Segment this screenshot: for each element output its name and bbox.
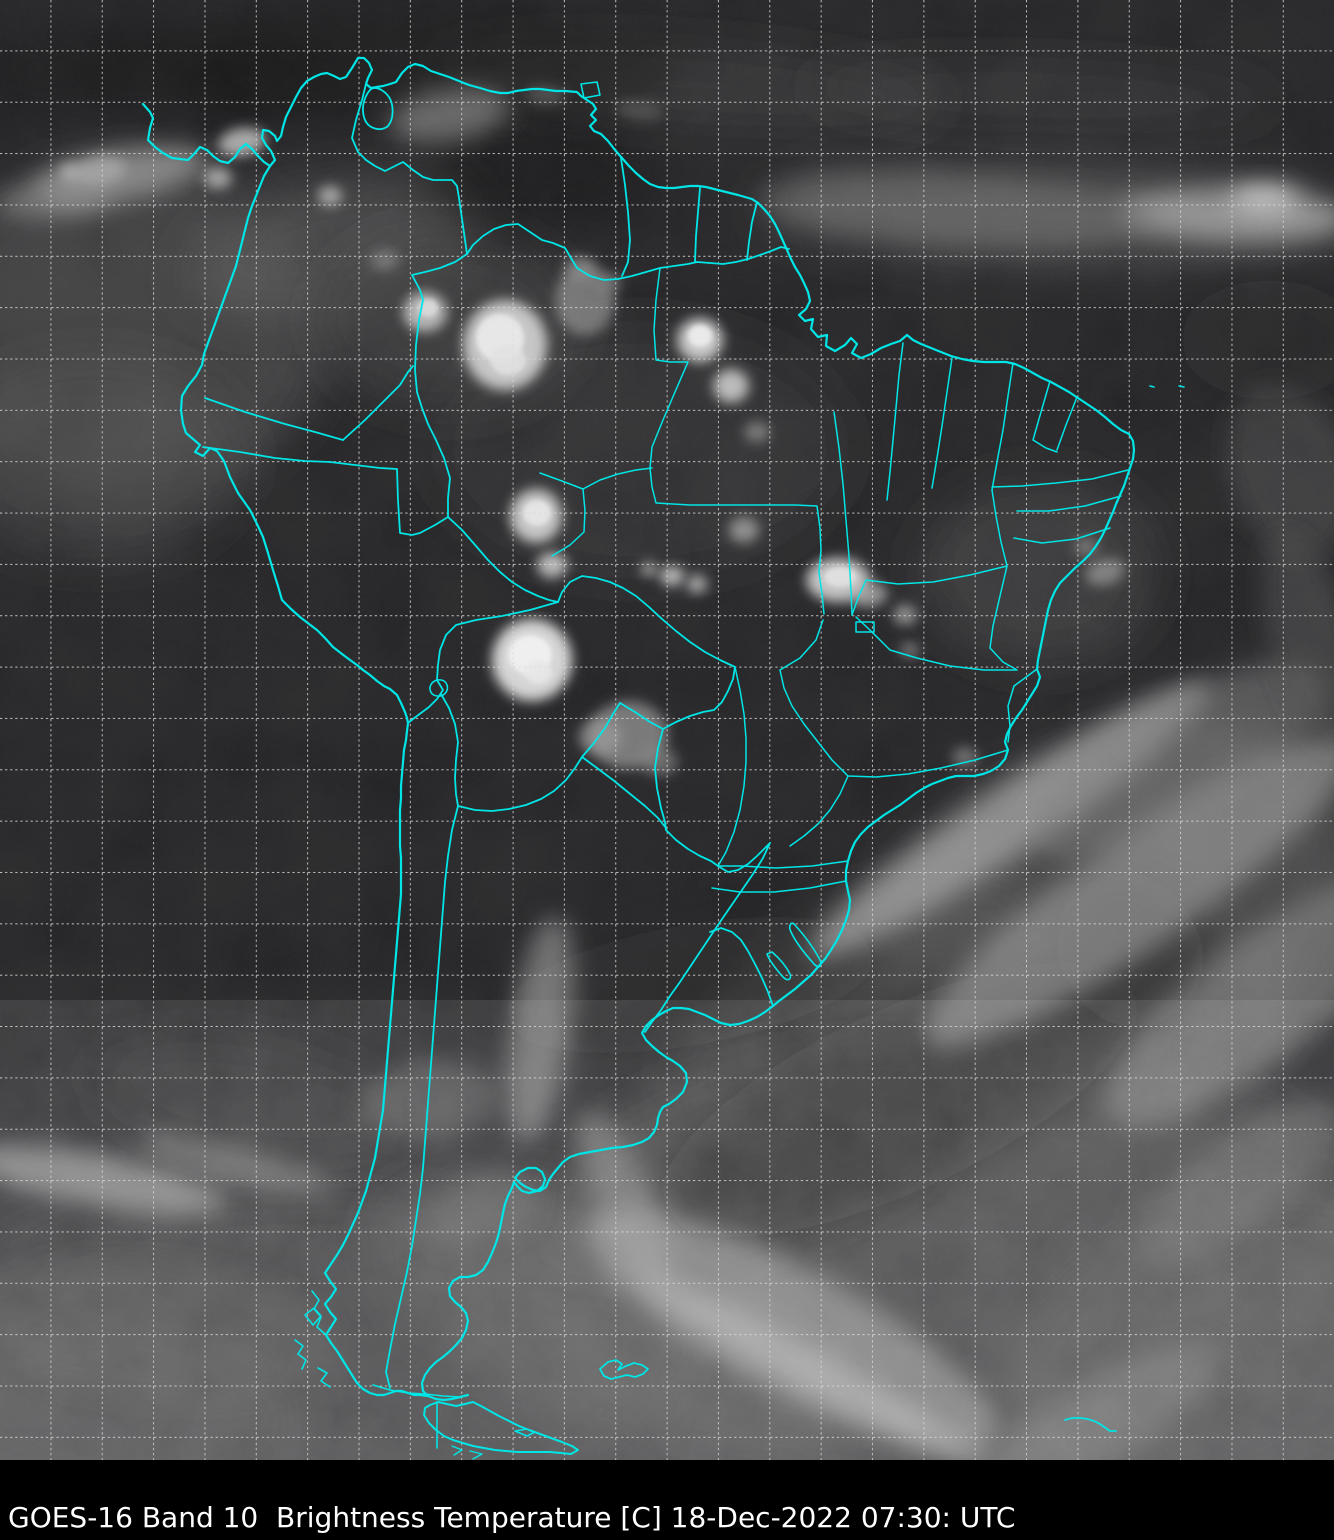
brazil-state-ne-web bbox=[991, 469, 1129, 544]
lake-titicaca bbox=[429, 679, 449, 697]
south-georgia bbox=[1064, 1417, 1117, 1432]
lagoa-mirim bbox=[766, 951, 792, 981]
brazil-state-acre bbox=[539, 472, 586, 557]
brazil-state-piaui-ceara bbox=[991, 362, 1014, 491]
border-brazil-uruguay bbox=[709, 927, 774, 1007]
lake-maracaibo bbox=[362, 87, 394, 131]
border-colombia-putumayo bbox=[342, 365, 414, 441]
brazil-state-para-amazonas bbox=[649, 267, 825, 615]
border-uruguay-river bbox=[644, 936, 711, 1033]
border-peru-bolivia bbox=[407, 601, 559, 724]
brazil-state-rondonia bbox=[582, 467, 653, 490]
lagoa-dos-patos bbox=[788, 922, 822, 968]
border-suriname-frguiana bbox=[746, 201, 758, 261]
border-argentina-paraguay-south bbox=[665, 829, 719, 867]
latlon-grid bbox=[0, 0, 1334, 1460]
border-bolivia-argentina bbox=[457, 756, 583, 812]
border-chile-argentina bbox=[385, 805, 459, 1389]
brazil-state-tocantins-west bbox=[833, 411, 853, 616]
caption-text: GOES-16 Band 10 Brightness Temperature [… bbox=[8, 1501, 1016, 1535]
border-venezuela-guyana bbox=[620, 157, 631, 277]
border-colombia-peru bbox=[329, 461, 449, 536]
border-ecuador-peru bbox=[202, 446, 331, 463]
border-paraguay-brazil-east bbox=[662, 666, 736, 730]
border-guyana-suriname bbox=[694, 187, 701, 263]
fernando-noronha-islets bbox=[1149, 385, 1185, 388]
tierra-del-fuego bbox=[423, 1401, 579, 1455]
brazil-state-sc-rs bbox=[711, 860, 849, 893]
brazil-state-bahia-minas bbox=[855, 565, 1018, 671]
caption-bar: GOES-16 Band 10 Brightness Temperature [… bbox=[0, 1460, 1334, 1540]
brazil-state-minas-sp bbox=[779, 619, 1009, 778]
falkland-islands bbox=[599, 1359, 649, 1380]
border-colombia-venezuela bbox=[351, 83, 468, 255]
border-colombia-brazil bbox=[411, 253, 468, 518]
border-colombia-ecuador bbox=[204, 397, 344, 441]
brazil-distrito-federal bbox=[855, 621, 875, 633]
border-bolivia-brazil bbox=[557, 575, 736, 668]
border-brazil-guianas bbox=[576, 246, 790, 281]
cape-horn-islets bbox=[451, 1445, 483, 1460]
border-argentina-brazil bbox=[709, 842, 771, 938]
trinidad-island bbox=[580, 81, 601, 99]
brazil-state-maranhao-piaui bbox=[931, 357, 953, 489]
brazil-state-bahia-north bbox=[851, 489, 1008, 616]
border-venezuela-brazil bbox=[466, 223, 578, 269]
chile-fjord-islands bbox=[294, 1290, 331, 1388]
brazil-state-maranhao-west bbox=[886, 342, 904, 501]
brazil-state-es-rj bbox=[1007, 668, 1038, 743]
strait-of-magellan bbox=[372, 1384, 469, 1398]
country-borders-layer bbox=[141, 56, 1185, 1460]
coastline-pacific bbox=[179, 164, 430, 1398]
border-pilcomayo bbox=[581, 756, 667, 829]
border-peru-brazil bbox=[447, 516, 559, 603]
satellite-map bbox=[0, 0, 1334, 1460]
brazil-state-sp-parana bbox=[789, 775, 849, 847]
border-chile-bolivia bbox=[440, 693, 459, 807]
border-bolivia-paraguay bbox=[581, 702, 621, 758]
brazil-state-ceara bbox=[1032, 380, 1078, 453]
border-paraguay-brazil-north bbox=[619, 702, 664, 730]
border-paraguay-river bbox=[654, 728, 667, 831]
brazil-state-ms bbox=[717, 666, 747, 867]
coastline-caribbean-atlantic bbox=[141, 56, 1136, 1402]
isla-de-los-estados bbox=[514, 1428, 536, 1437]
